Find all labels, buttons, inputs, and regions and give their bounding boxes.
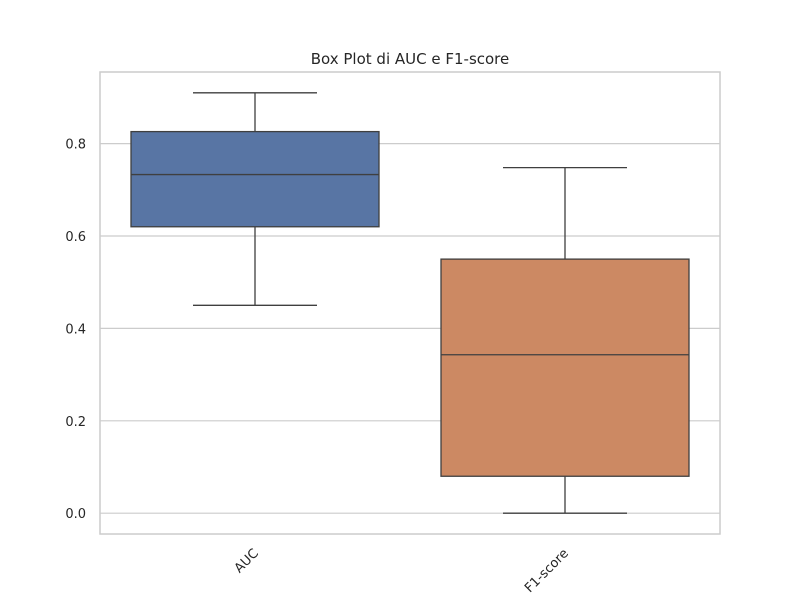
y-tick-label: 0.8	[65, 138, 86, 153]
plot-frame	[99, 71, 721, 535]
y-tick-label: 0.2	[65, 415, 86, 430]
chart-title: Box Plot di AUC e F1-score	[311, 50, 510, 68]
box-f1-score	[440, 166, 690, 514]
iqr-box	[130, 130, 380, 228]
iqr-box	[440, 258, 690, 477]
x-tick-label: AUC	[232, 546, 262, 576]
x-tick-labels: AUC F1-score	[232, 546, 572, 596]
boxes	[130, 92, 690, 514]
y-tick-labels: 0.0 0.2 0.4 0.6 0.8	[65, 138, 86, 523]
y-tick-label: 0.0	[65, 507, 86, 522]
y-tick-label: 0.4	[65, 322, 86, 337]
y-tick-label: 0.6	[65, 230, 86, 245]
box-auc	[130, 92, 380, 306]
x-tick-label: F1-score	[522, 546, 572, 596]
